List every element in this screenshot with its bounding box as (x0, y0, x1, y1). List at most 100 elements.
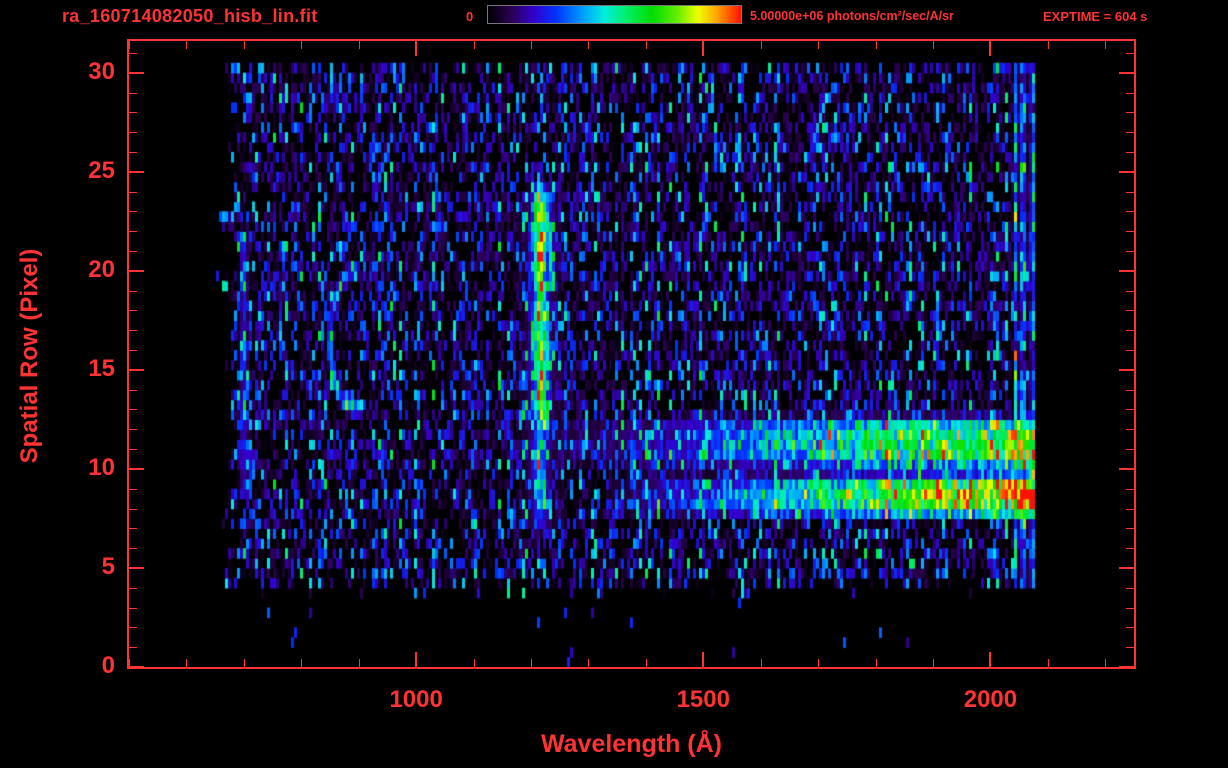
y-minor-tick (129, 647, 137, 648)
y-minor-tick (1126, 390, 1134, 391)
y-minor-tick (1126, 647, 1134, 648)
y-minor-tick (1126, 211, 1134, 212)
x-minor-tick (933, 659, 934, 667)
y-minor-tick (129, 211, 137, 212)
y-major-tick (129, 171, 144, 173)
x-minor-tick (646, 41, 647, 49)
y-major-tick (129, 369, 144, 371)
x-axis-title: Wavelength (Å) (540, 730, 723, 758)
x-minor-tick (588, 41, 589, 49)
y-tick-label: 10 (88, 453, 115, 481)
y-tick-label: 30 (88, 57, 115, 85)
x-minor-tick (818, 41, 819, 49)
x-minor-tick (531, 41, 532, 49)
y-major-tick (129, 72, 144, 74)
y-minor-tick (1126, 548, 1134, 549)
y-tick-label: 5 (101, 552, 115, 580)
x-minor-tick (531, 659, 532, 667)
x-minor-tick (129, 41, 130, 49)
y-minor-tick (1126, 409, 1134, 410)
x-minor-tick (1105, 41, 1106, 49)
y-minor-tick (1126, 231, 1134, 232)
y-minor-tick (1126, 112, 1134, 113)
y-minor-tick (129, 152, 137, 153)
x-minor-tick (359, 41, 360, 49)
y-major-tick (1119, 171, 1134, 173)
y-minor-tick (129, 489, 137, 490)
colorbar (487, 5, 742, 24)
x-major-tick (989, 652, 991, 667)
y-minor-tick (129, 53, 137, 54)
y-minor-tick (1126, 528, 1134, 529)
y-minor-tick (129, 132, 137, 133)
y-major-tick (129, 270, 144, 272)
y-minor-tick (1126, 251, 1134, 252)
y-minor-tick (1126, 588, 1134, 589)
y-minor-tick (1126, 310, 1134, 311)
y-minor-tick (1126, 93, 1134, 94)
y-minor-tick (1126, 350, 1134, 351)
y-major-tick (1119, 72, 1134, 74)
x-minor-tick (761, 41, 762, 49)
x-minor-tick (818, 659, 819, 667)
y-minor-tick (1126, 429, 1134, 430)
x-minor-tick (588, 659, 589, 667)
y-minor-tick (129, 192, 137, 193)
y-minor-tick (1126, 509, 1134, 510)
y-minor-tick (129, 93, 137, 94)
y-minor-tick (1126, 627, 1134, 628)
y-minor-tick (1126, 192, 1134, 193)
x-tick-label: 2000 (963, 686, 1018, 713)
y-minor-tick (129, 310, 137, 311)
exptime-label: EXPTIME = 604 s (1043, 9, 1148, 24)
plot-frame (127, 39, 1136, 669)
x-minor-tick (761, 659, 762, 667)
x-minor-tick (359, 659, 360, 667)
y-minor-tick (129, 409, 137, 410)
y-minor-tick (129, 548, 137, 549)
x-minor-tick (129, 659, 130, 667)
y-major-tick (1119, 666, 1134, 668)
y-minor-tick (1126, 608, 1134, 609)
y-tick-label: 15 (88, 354, 115, 382)
y-major-tick (1119, 270, 1134, 272)
y-minor-tick (1126, 53, 1134, 54)
x-major-tick (415, 41, 417, 56)
colorbar-max-label: 5.00000e+06 photons/cm²/sec/A/sr (750, 9, 954, 23)
colorbar-min-label: 0 (466, 9, 474, 24)
y-minor-tick (1126, 291, 1134, 292)
x-minor-tick (244, 41, 245, 49)
y-minor-tick (129, 608, 137, 609)
y-minor-tick (1126, 132, 1134, 133)
x-minor-tick (1048, 659, 1049, 667)
y-minor-tick (129, 112, 137, 113)
y-major-tick (1119, 567, 1134, 569)
x-minor-tick (876, 41, 877, 49)
x-minor-tick (1048, 41, 1049, 49)
x-minor-tick (1105, 659, 1106, 667)
x-minor-tick (186, 41, 187, 49)
y-major-tick (1119, 468, 1134, 470)
y-minor-tick (1126, 489, 1134, 490)
y-minor-tick (129, 330, 137, 331)
y-minor-tick (129, 390, 137, 391)
x-minor-tick (244, 659, 245, 667)
y-minor-tick (129, 251, 137, 252)
x-major-tick (702, 652, 704, 667)
y-minor-tick (129, 429, 137, 430)
y-major-tick (129, 567, 144, 569)
x-tick-label: 1000 (389, 686, 443, 713)
y-minor-tick (1126, 330, 1134, 331)
y-minor-tick (129, 588, 137, 589)
y-major-tick (1119, 369, 1134, 371)
y-minor-tick (129, 231, 137, 232)
y-major-tick (129, 468, 144, 470)
x-major-tick (415, 652, 417, 667)
spectral-heatmap-image (129, 41, 1134, 667)
x-tick-label: 1500 (676, 686, 730, 713)
y-tick-label: 25 (88, 156, 115, 184)
y-minor-tick (129, 509, 137, 510)
y-minor-tick (129, 350, 137, 351)
y-minor-tick (129, 627, 137, 628)
